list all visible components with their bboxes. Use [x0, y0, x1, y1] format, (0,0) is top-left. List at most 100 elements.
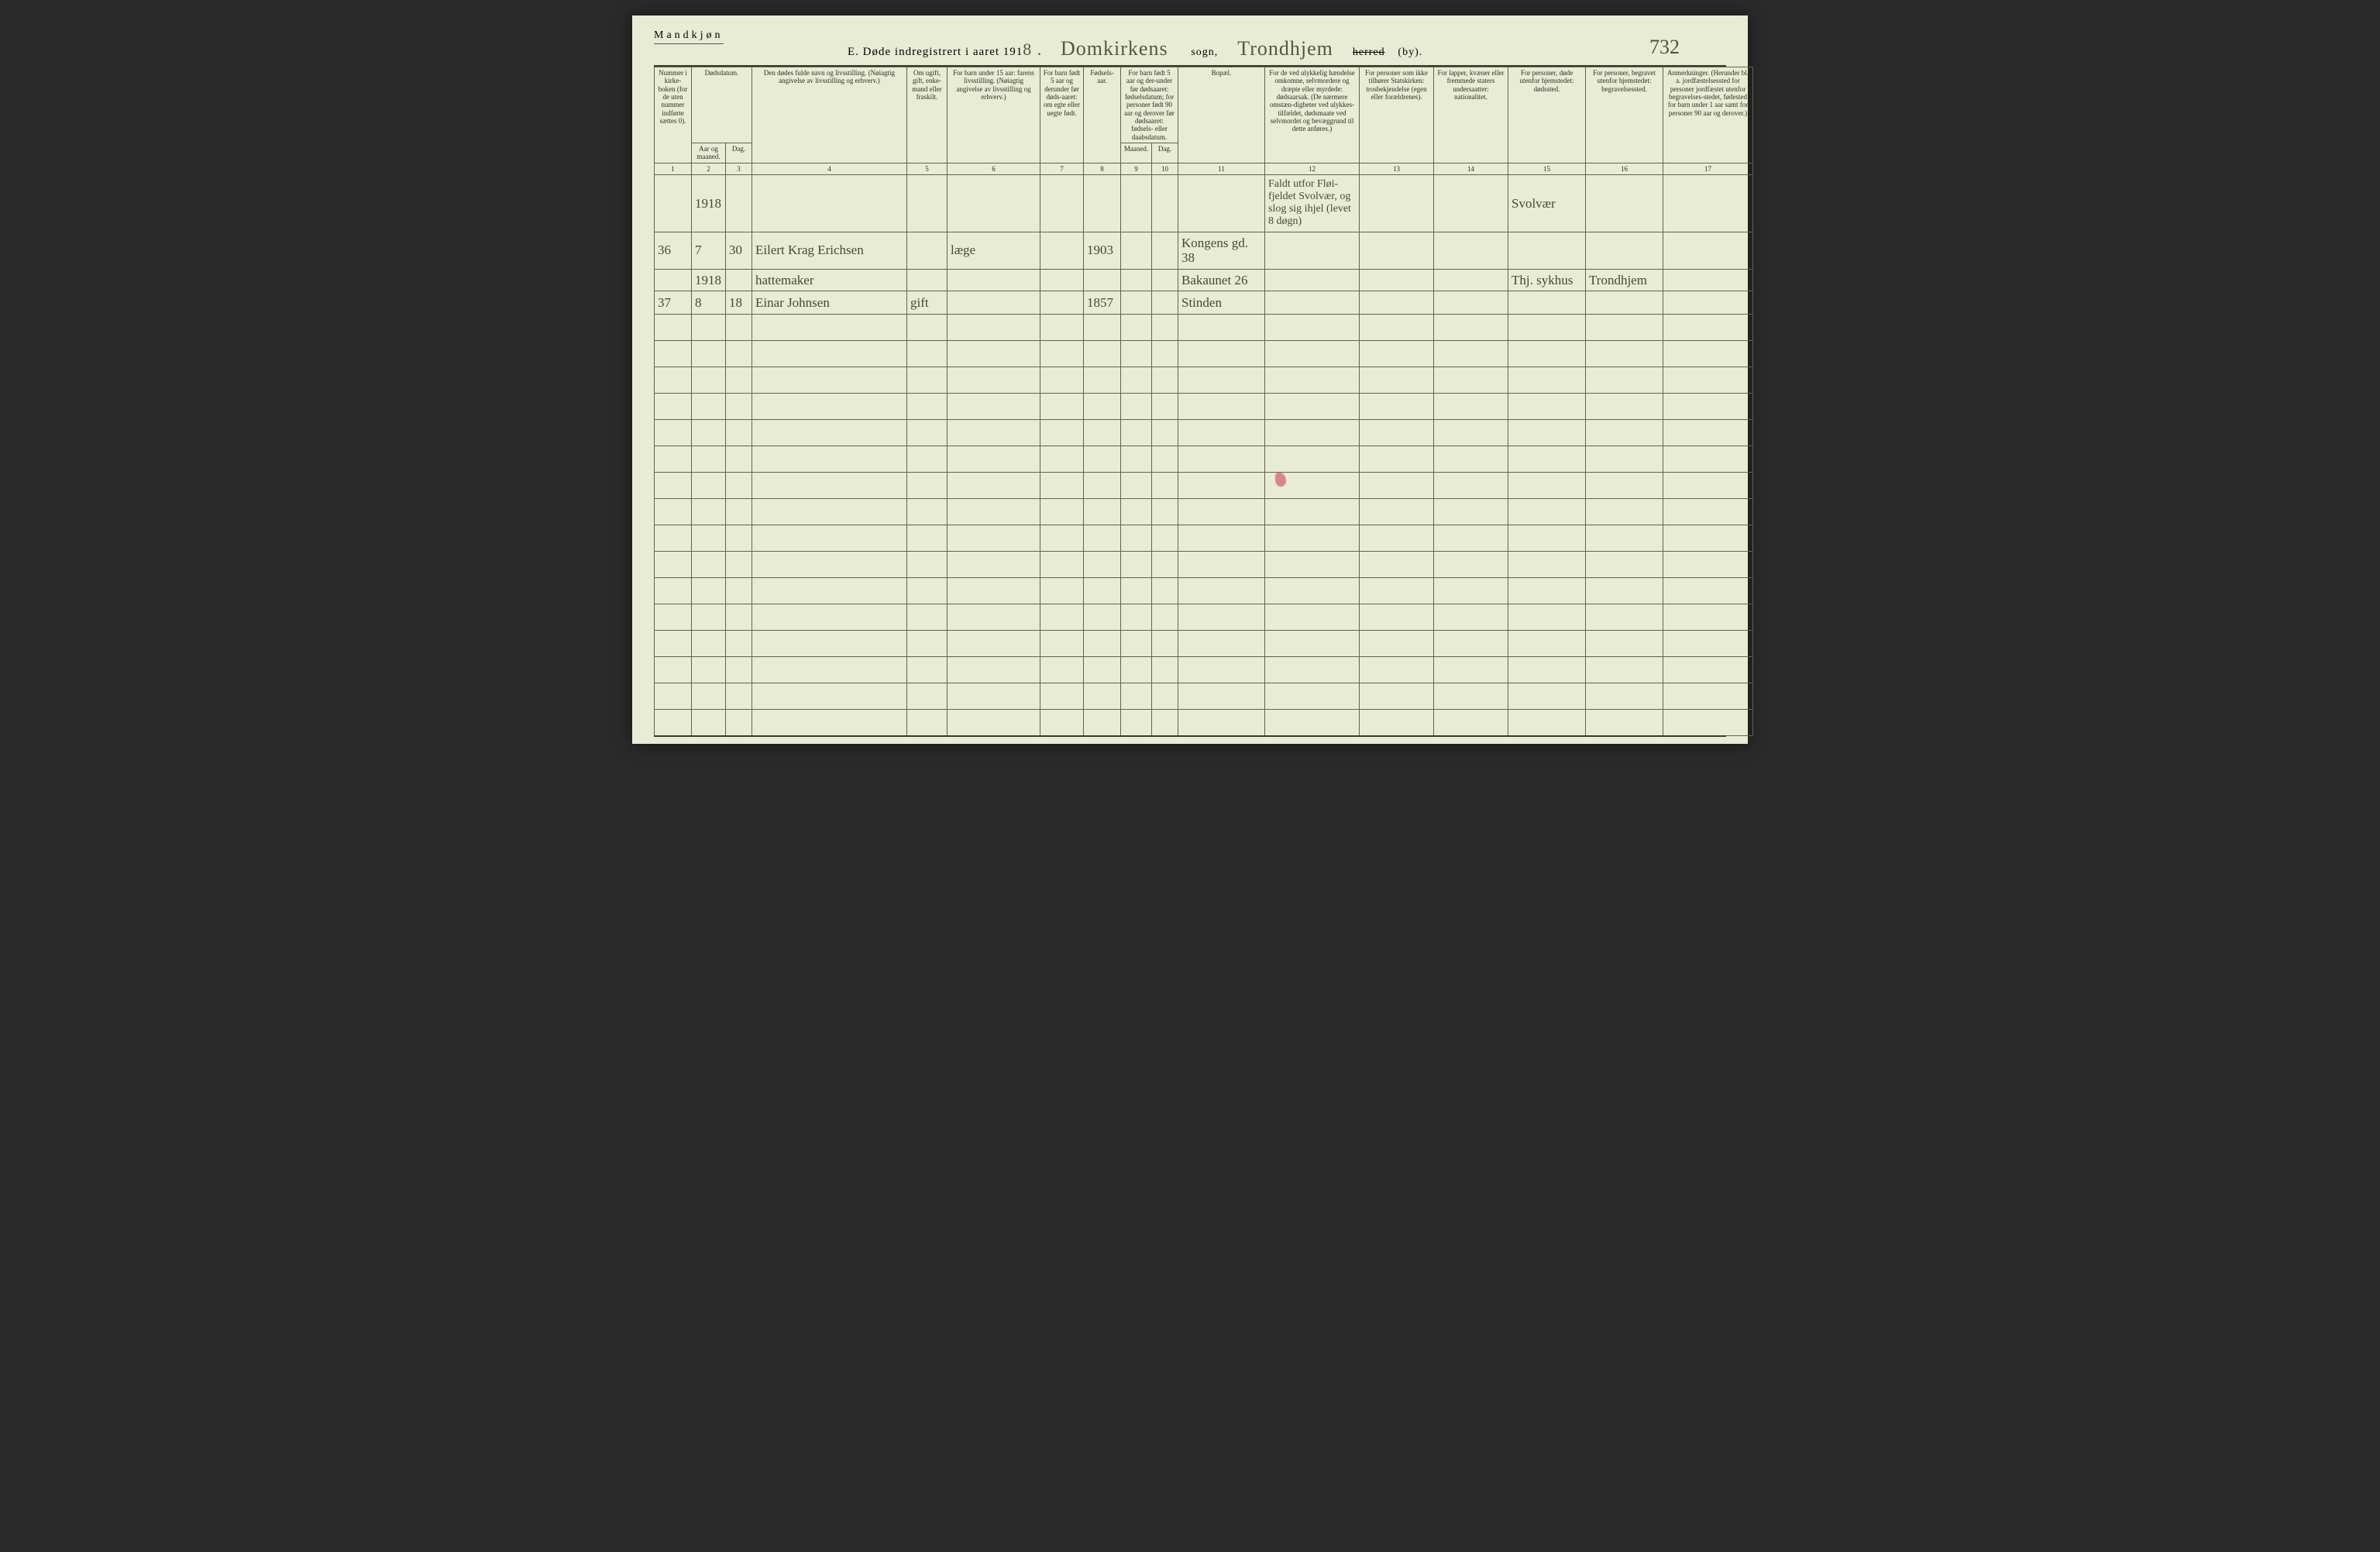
cell-c13	[1360, 269, 1434, 291]
cell-c16	[1586, 552, 1663, 578]
cell-c17	[1663, 657, 1753, 683]
cell-c9b	[1152, 315, 1178, 341]
cell-c5	[907, 525, 948, 552]
cell-c9a	[1121, 232, 1152, 269]
cell-c1	[655, 525, 692, 552]
cell-c4	[752, 315, 907, 341]
cell-c2a	[692, 552, 726, 578]
cell-c4	[752, 578, 907, 604]
hdr-1: Nummer i kirke-boken (for de uten nummer…	[655, 67, 692, 163]
cell-c11	[1178, 394, 1265, 420]
cell-c16	[1586, 232, 1663, 269]
cell-c2b	[726, 269, 752, 291]
hdr-9g: For barn født 5 aar og der-under før død…	[1121, 67, 1178, 143]
cell-c7	[1040, 315, 1084, 341]
cell-c9b	[1152, 578, 1178, 604]
cell-c15	[1508, 578, 1586, 604]
cell-c16	[1586, 394, 1663, 420]
cell-c1	[655, 175, 692, 232]
cell-c13	[1360, 683, 1434, 710]
table-row	[655, 525, 1753, 552]
cell-c1	[655, 367, 692, 394]
cell-c5	[907, 394, 948, 420]
hdr-14: For lapper, kvæner eller fremmede stater…	[1434, 67, 1508, 163]
cell-c8	[1084, 315, 1121, 341]
cell-c14	[1434, 631, 1508, 657]
table-row	[655, 499, 1753, 525]
cell-c12	[1265, 341, 1360, 367]
cell-c5	[907, 552, 948, 578]
cell-c4	[752, 341, 907, 367]
hdr-5: Om ugift, gift, enke-mand eller fraskilt…	[907, 67, 948, 163]
cell-c4	[752, 657, 907, 683]
cell-c15	[1508, 473, 1586, 499]
cell-c6: læge	[948, 232, 1040, 269]
cell-c9b	[1152, 367, 1178, 394]
hdr-11: Bopæl.	[1178, 67, 1265, 163]
cell-c16	[1586, 578, 1663, 604]
cell-c9b	[1152, 657, 1178, 683]
cell-c2a: 7	[692, 232, 726, 269]
cell-c13	[1360, 394, 1434, 420]
cell-c4	[752, 446, 907, 473]
cell-c7	[1040, 525, 1084, 552]
cell-c13	[1360, 291, 1434, 315]
cell-c13	[1360, 499, 1434, 525]
cell-c14	[1434, 420, 1508, 446]
cell-c11	[1178, 420, 1265, 446]
cell-c5	[907, 269, 948, 291]
sogn-label: sogn,	[1191, 46, 1218, 58]
cell-c1	[655, 578, 692, 604]
cell-c2b	[726, 446, 752, 473]
hdr-2b: Dag.	[726, 143, 752, 163]
cell-c2b	[726, 631, 752, 657]
cell-c7	[1040, 657, 1084, 683]
cell-c16	[1586, 341, 1663, 367]
hdr-15: For personer, døde utenfor hjemstedet: d…	[1508, 67, 1586, 163]
cell-c17	[1663, 269, 1753, 291]
cell-c9a	[1121, 420, 1152, 446]
cell-c1	[655, 473, 692, 499]
cell-c13	[1360, 341, 1434, 367]
herred-strike: herred	[1353, 46, 1385, 58]
cell-c2a	[692, 631, 726, 657]
table-row	[655, 631, 1753, 657]
cell-c17	[1663, 473, 1753, 499]
cell-c8	[1084, 604, 1121, 631]
cell-c6	[948, 291, 1040, 315]
page-number: 732	[1649, 36, 1680, 59]
cell-c1	[655, 604, 692, 631]
cell-c11	[1178, 657, 1265, 683]
colnum: 11	[1178, 163, 1265, 174]
cell-c17	[1663, 499, 1753, 525]
cell-c6	[948, 552, 1040, 578]
cell-c8	[1084, 394, 1121, 420]
cell-c9a	[1121, 578, 1152, 604]
hdr-17: Anmerkninger. (Herunder bl. a. jordfæste…	[1663, 67, 1753, 163]
cell-c9b	[1152, 394, 1178, 420]
cell-c11	[1178, 552, 1265, 578]
colnum: 10	[1152, 163, 1178, 174]
cell-c13	[1360, 578, 1434, 604]
cell-c2b	[726, 420, 752, 446]
cell-c2a	[692, 394, 726, 420]
cell-c9a	[1121, 473, 1152, 499]
cell-c11	[1178, 604, 1265, 631]
cell-c2b	[726, 552, 752, 578]
cell-c2a	[692, 578, 726, 604]
cell-c13	[1360, 175, 1434, 232]
cell-c16	[1586, 315, 1663, 341]
cell-c9b	[1152, 175, 1178, 232]
cell-c9b	[1152, 604, 1178, 631]
cell-c8	[1084, 367, 1121, 394]
cell-c14	[1434, 291, 1508, 315]
cell-c9a	[1121, 269, 1152, 291]
cell-c8	[1084, 473, 1121, 499]
colnum: 13	[1360, 163, 1434, 174]
cell-c14	[1434, 269, 1508, 291]
cell-c2a	[692, 499, 726, 525]
cell-c5	[907, 578, 948, 604]
cell-c1	[655, 683, 692, 710]
cell-c14	[1434, 578, 1508, 604]
colnum: 9	[1121, 163, 1152, 174]
